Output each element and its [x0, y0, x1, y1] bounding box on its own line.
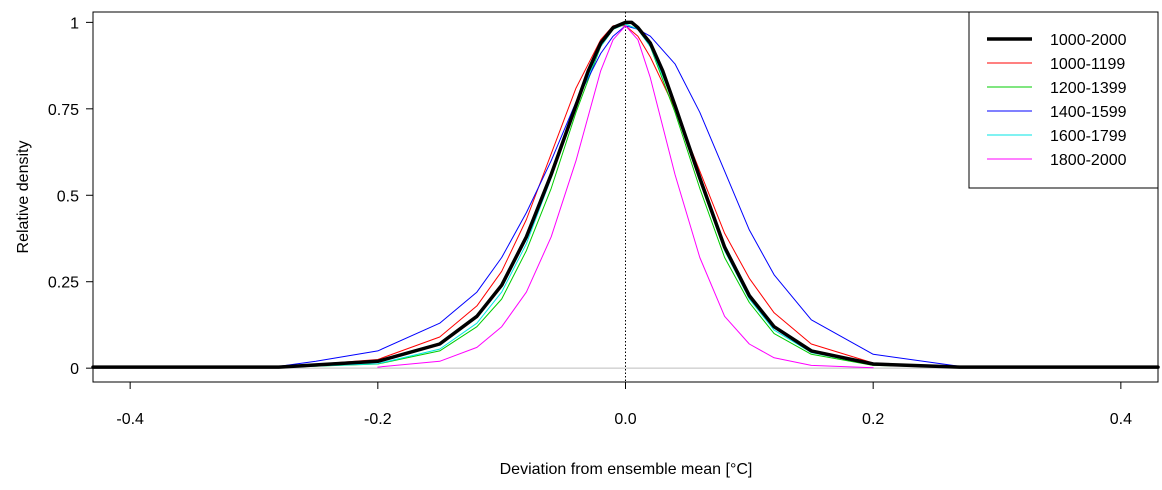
legend-label-1200-1399: 1200-1399 [1050, 80, 1127, 97]
series-line-1000-2000 [91, 20, 1160, 369]
legend: 1000-2000 1000-1199 1200-1399 1400-1599 1600… [968, 11, 1159, 189]
series-line-1400-1599 [278, 25, 961, 367]
series-line-1600-1799 [278, 23, 961, 368]
x-axis: -0.4 -0.2 0.0 0.2 0.4 [116, 382, 1132, 428]
x-tick-label: -0.4 [116, 411, 144, 428]
series-lines [91, 20, 1160, 369]
x-tick-label: -0.2 [364, 411, 392, 428]
series-line-1000-1199 [278, 25, 961, 368]
legend-label-1600-1799: 1600-1799 [1050, 128, 1127, 145]
x-tick-label: 0.2 [862, 411, 884, 428]
y-tick-label: 0 [70, 361, 79, 378]
y-tick-label: 0.25 [48, 275, 79, 292]
legend-label-1800-2000: 1800-2000 [1050, 152, 1127, 169]
x-tick-label: 0.0 [614, 411, 636, 428]
series-line-1800-2000 [377, 25, 874, 369]
series-line-1200-1399 [278, 23, 961, 368]
legend-label-1400-1599: 1400-1599 [1050, 104, 1127, 121]
y-tick-label: 0.5 [57, 188, 79, 205]
y-axis: 0 0.25 0.5 0.75 1 [48, 15, 93, 378]
y-tick-label: 0.75 [48, 102, 79, 119]
legend-label-1000-1199: 1000-1199 [1050, 56, 1125, 73]
x-tick-label: 0.4 [1110, 411, 1132, 428]
x-axis-title: Deviation from ensemble mean [°C] [500, 461, 753, 478]
y-tick-label: 1 [70, 15, 79, 32]
y-axis-title: Relative density [15, 141, 32, 254]
legend-label-1000-2000: 1000-2000 [1050, 32, 1127, 49]
